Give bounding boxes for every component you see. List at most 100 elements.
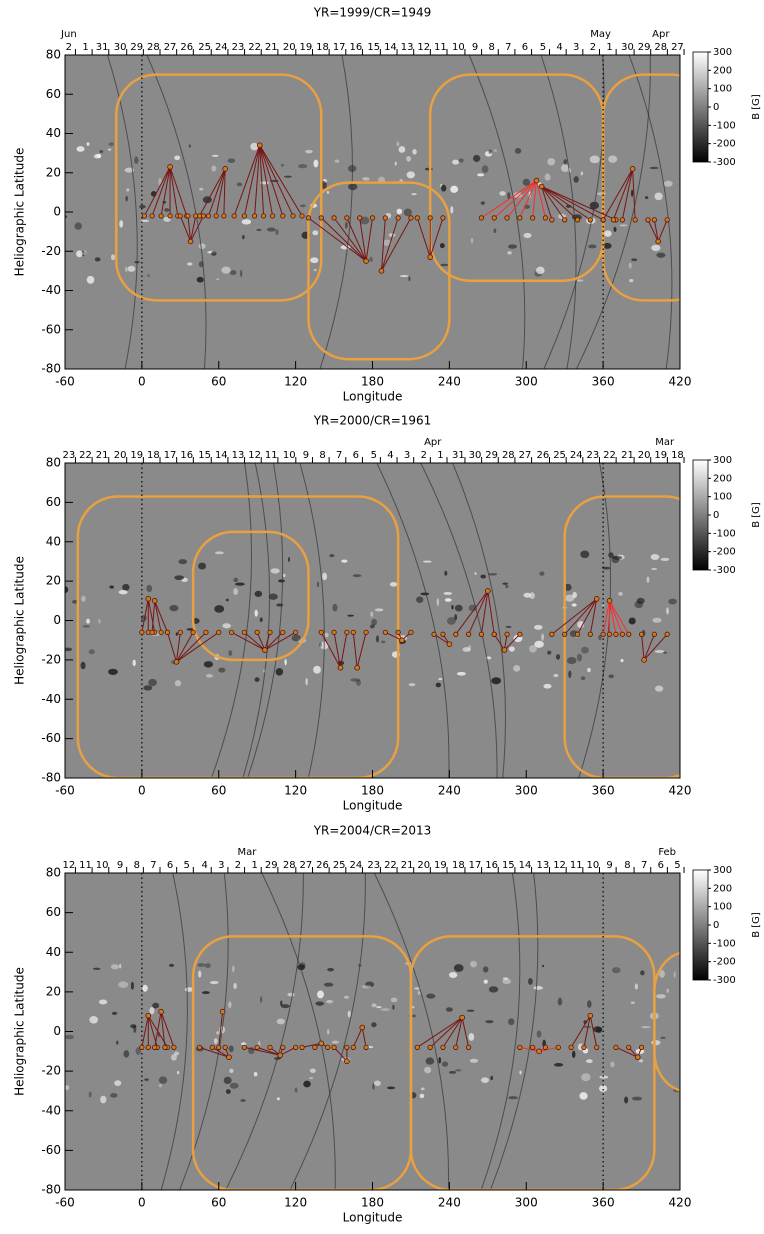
- magnetic-spot: [573, 176, 579, 183]
- coronal-hole-contour: [191, 530, 310, 662]
- panel: -60 0 60 120 180 240 300 360 420Longitude-80-60-…: [13, 414, 763, 813]
- magnetic-spot: [196, 276, 204, 283]
- magnetic-spot: [673, 971, 676, 979]
- top-tick-label: 29: [130, 42, 143, 53]
- connection-line: [208, 168, 226, 217]
- magnetic-spot: [174, 680, 182, 687]
- footpoint: [600, 217, 606, 223]
- magnetic-spot: [266, 227, 276, 232]
- magnetic-spot: [579, 1092, 588, 1100]
- y-tick-label: -40: [41, 283, 61, 297]
- top-tick-label: 21: [96, 450, 109, 461]
- top-tick-label: 7: [336, 450, 342, 461]
- magnetic-spot: [340, 245, 351, 250]
- peak-point: [318, 1040, 325, 1047]
- top-tick-label: 28: [654, 42, 667, 53]
- connection-line: [609, 600, 623, 635]
- magnetic-spot: [348, 183, 358, 191]
- x-tick-label: 180: [361, 1196, 384, 1210]
- footpoint: [517, 1044, 523, 1050]
- top-tick-label: 4: [201, 860, 207, 871]
- peak-point: [359, 1024, 366, 1031]
- colorbar-tick-label: -200: [713, 957, 736, 968]
- footpoint: [171, 1044, 177, 1050]
- footpoint: [638, 1044, 645, 1050]
- top-tick-label: 10: [452, 42, 465, 53]
- magnetic-spot: [611, 967, 621, 974]
- top-tick-label: 18: [452, 860, 465, 871]
- footpoint: [280, 1044, 286, 1050]
- top-tick-label: 27: [300, 860, 313, 871]
- magnetic-spot: [452, 159, 460, 165]
- magnetic-spot: [466, 1009, 475, 1012]
- footpoint: [465, 1044, 472, 1050]
- magnetic-spot: [316, 581, 320, 588]
- top-tick-label: 19: [300, 42, 313, 53]
- top-tick-label: 18: [671, 450, 684, 461]
- colorbar-label: B [G]: [751, 502, 762, 528]
- footpoint: [331, 1044, 337, 1050]
- footpoint: [139, 629, 145, 635]
- magnetic-spot: [169, 604, 179, 612]
- x-tick-label: 420: [669, 784, 692, 798]
- magnetic-spot: [422, 560, 432, 563]
- magnetic-spot: [221, 266, 231, 274]
- colorbar-tick-label: -100: [713, 528, 736, 539]
- footpoint: [478, 631, 485, 637]
- magnetic-spot: [472, 154, 481, 162]
- magnetic-spot: [98, 618, 101, 624]
- footpoint: [440, 1044, 446, 1050]
- connection-line: [308, 217, 367, 262]
- y-tick-label: -80: [41, 771, 61, 785]
- month-label: Apr: [652, 29, 670, 40]
- field-line: [179, 873, 229, 1190]
- magnetic-spot: [376, 1005, 382, 1009]
- magnetic-spot: [361, 985, 372, 989]
- magnetic-spot: [608, 155, 618, 163]
- magnetic-spot: [228, 1045, 234, 1053]
- footpoint: [164, 629, 171, 635]
- magnetic-spot: [211, 251, 217, 256]
- month-label: May: [590, 29, 611, 40]
- colorbar-tick-label: 300: [713, 47, 732, 58]
- magnetic-spot: [491, 677, 502, 685]
- magnetic-spot: [372, 1082, 375, 1090]
- peak-point: [151, 598, 158, 604]
- connection-line: [541, 186, 566, 221]
- magnetic-spot: [332, 603, 338, 612]
- x-tick-label: 180: [361, 784, 384, 798]
- footpoint: [185, 213, 191, 219]
- peak-point: [145, 1012, 152, 1019]
- connection-line: [480, 590, 489, 635]
- y-tick-label: 0: [53, 613, 61, 627]
- magnetic-spot: [175, 632, 178, 636]
- magnetic-spot: [362, 177, 370, 181]
- magnetic-spot: [298, 163, 308, 169]
- field-line: [247, 463, 284, 778]
- magnetic-spot: [563, 159, 568, 165]
- magnetic-spot: [107, 148, 112, 151]
- magnetic-spot: [444, 598, 452, 602]
- magnetic-spot: [315, 1001, 325, 1006]
- magnetic-spot: [620, 658, 624, 663]
- connection-line: [538, 1046, 559, 1052]
- magnetic-spot: [499, 191, 506, 196]
- footpoint: [344, 629, 350, 635]
- magnetic-spot: [174, 155, 181, 161]
- magnetic-spot: [223, 1076, 232, 1085]
- magnetic-spot: [598, 1085, 608, 1092]
- magnetic-spot: [601, 566, 611, 570]
- x-axis-label: Longitude: [343, 390, 403, 404]
- magnetic-spot: [474, 572, 477, 575]
- top-tick-label: 7: [505, 42, 511, 53]
- magnetic-spot: [229, 270, 237, 276]
- magnetic-spot: [270, 568, 280, 574]
- colorbar-tick-label: -100: [713, 938, 736, 949]
- top-tick-label: 3: [218, 860, 224, 871]
- magnetic-spot: [174, 575, 185, 580]
- colorbar-label: B [G]: [751, 912, 762, 938]
- footpoint: [196, 1044, 203, 1050]
- magnetic-spot: [305, 678, 308, 686]
- magnetic-spot: [135, 1046, 141, 1055]
- connection-line: [254, 145, 261, 216]
